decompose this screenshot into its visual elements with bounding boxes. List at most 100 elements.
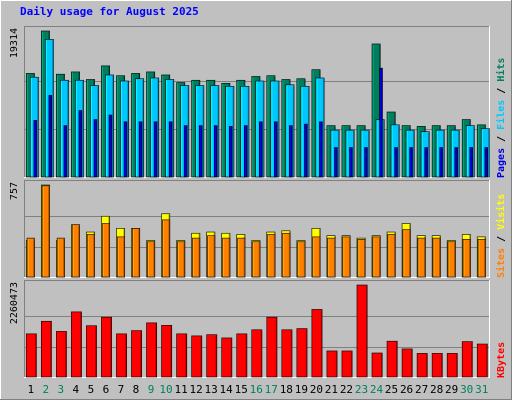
bar-kbytes-11 (176, 333, 188, 378)
bar-pages-19 (304, 123, 308, 178)
bar-kbytes-13 (206, 334, 218, 378)
bar-kbytes-17 (266, 316, 278, 378)
legend: Pages / Files / Hits (495, 58, 507, 178)
chart-title: Daily usage for August 2025 (20, 5, 199, 18)
bar-pages-30 (469, 147, 473, 178)
bar-kbytes-21 (326, 350, 338, 378)
x-tick-label: 16 (250, 383, 263, 396)
x-tick-label: 5 (88, 383, 95, 396)
y-max-label: 19314 (9, 28, 20, 58)
bar-sites-18 (282, 232, 291, 278)
legend-entry-kbytes: KBytes (496, 342, 507, 378)
x-tick-label: 18 (280, 383, 293, 396)
legend: KBytes (496, 342, 507, 378)
x-tick-label: 25 (385, 383, 398, 396)
bar-pages-8 (138, 121, 143, 178)
bar-kbytes-19 (296, 328, 308, 378)
bar-sites-12 (192, 237, 201, 278)
bar-kbytes-27 (416, 353, 428, 378)
legend-entry-hits: Hits (495, 58, 507, 82)
bar-kbytes-31 (476, 343, 488, 378)
bar-kbytes-3 (56, 331, 67, 378)
bar-kbytes-24 (371, 352, 383, 378)
x-tick-label: 31 (475, 383, 488, 396)
bar-pages-14 (228, 126, 233, 178)
x-tick-label: 23 (355, 383, 368, 396)
bar-kbytes-28 (431, 353, 443, 378)
bar-sites-16 (252, 241, 261, 278)
bar-pages-10 (168, 121, 173, 178)
bar-kbytes-4 (71, 311, 82, 378)
x-tick-label: 20 (310, 383, 323, 396)
x-tick-label: 22 (340, 383, 353, 396)
x-tick-label: 3 (58, 383, 65, 396)
x-tick-label: 2 (42, 383, 49, 396)
x-tick-label: 9 (148, 383, 155, 396)
x-tick-label: 21 (325, 383, 338, 396)
y-max-label: 2260473 (9, 282, 20, 324)
bar-pages-26 (409, 147, 413, 178)
bar-sites-26 (402, 229, 411, 278)
bar-kbytes-15 (236, 333, 248, 378)
panel-kbytes: 2260473 KBytes (9, 280, 507, 378)
bar-pages-11 (183, 125, 188, 178)
bar-kbytes-26 (401, 348, 413, 378)
bar-sites-28 (432, 237, 441, 278)
bar-pages-7 (123, 121, 128, 178)
bar-sites-29 (447, 241, 456, 278)
legend-entry-pages: Pages (496, 148, 507, 178)
bar-pages-17 (274, 121, 278, 178)
legend-entry-visits: Visits (495, 194, 507, 230)
bar-kbytes-16 (251, 329, 263, 378)
x-tick-label: 12 (189, 383, 202, 396)
bar-kbytes-8 (131, 330, 143, 378)
x-tick-label: 17 (265, 383, 278, 396)
bar-kbytes-12 (191, 335, 203, 378)
bar-sites-23 (357, 239, 366, 278)
bar-sites-17 (267, 234, 276, 278)
legend: Sites / Visits (495, 194, 507, 278)
bar-sites-3 (56, 237, 65, 278)
bar-pages-20 (319, 121, 323, 178)
legend-entry-files: Files (495, 100, 507, 130)
x-tick-label: 8 (133, 383, 140, 396)
bar-sites-27 (417, 237, 426, 278)
x-tick-label: 11 (174, 383, 187, 396)
bar-sites-22 (342, 236, 351, 278)
x-tick-label: 26 (400, 383, 413, 396)
bar-kbytes-10 (161, 325, 173, 378)
bar-sites-10 (162, 219, 171, 278)
x-tick-label: 24 (370, 383, 384, 396)
bar-pages-6 (108, 114, 113, 178)
bar-sites-20 (312, 236, 321, 278)
y-max-label: 757 (9, 182, 20, 200)
bar-sites-31 (477, 239, 486, 278)
x-tick-label: 7 (118, 383, 125, 396)
bar-sites-6 (101, 223, 110, 278)
bar-sites-4 (71, 224, 80, 278)
bar-pages-5 (93, 119, 98, 178)
bar-pages-27 (424, 147, 428, 178)
bar-pages-31 (484, 147, 489, 178)
bar-sites-1 (26, 237, 35, 278)
bar-sites-24 (372, 236, 381, 278)
bar-pages-29 (454, 147, 458, 178)
bar-kbytes-30 (461, 341, 473, 378)
bar-pages-18 (289, 125, 293, 178)
bar-pages-9 (153, 121, 158, 178)
bar-sites-8 (131, 228, 141, 278)
bar-kbytes-6 (101, 316, 112, 378)
bar-kbytes-7 (116, 333, 127, 378)
x-tick-label: 15 (235, 383, 248, 396)
x-tick-label: 10 (159, 383, 172, 396)
bar-sites-14 (222, 237, 231, 278)
x-tick-label: 19 (295, 383, 308, 396)
bar-pages-15 (244, 125, 248, 178)
bar-kbytes-5 (86, 325, 97, 378)
bar-sites-25 (387, 234, 396, 278)
x-tick-label: 4 (73, 383, 80, 396)
bar-sites-13 (207, 235, 216, 278)
x-tick-label: 28 (430, 383, 443, 396)
